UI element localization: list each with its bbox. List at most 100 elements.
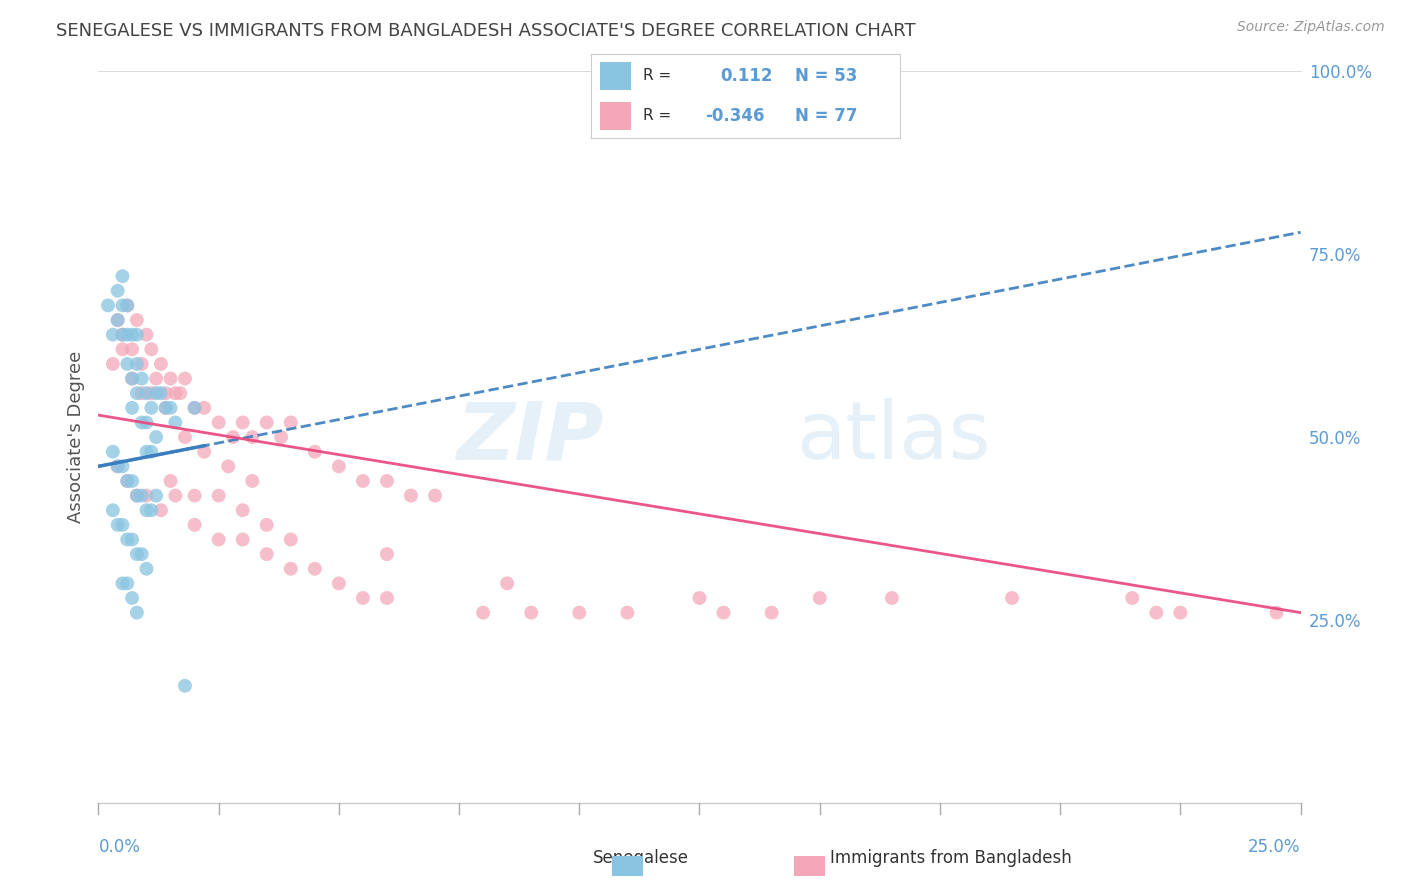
Point [117,298,139,312]
Y-axis label: Associate's Degree: Associate's Degree [66,351,84,524]
Point [107,284,129,298]
Text: R =: R = [643,69,671,84]
Point [240,430,263,444]
Point [352,474,374,488]
Text: -0.346: -0.346 [704,107,765,125]
Point [121,371,143,385]
Point [121,371,143,385]
Point [125,327,148,342]
Point [1265,606,1288,620]
Point [111,269,134,284]
Point [111,576,134,591]
Point [121,474,143,488]
Point [174,679,197,693]
Point [155,401,177,415]
Point [111,459,134,474]
Point [111,327,134,342]
Point [713,606,735,620]
Point [165,386,187,401]
Point [131,547,153,561]
Point [496,576,519,591]
Point [111,298,134,312]
Point [256,517,278,532]
Point [125,489,148,503]
Point [193,401,215,415]
Point [145,386,167,401]
Text: 25.0%: 25.0% [1249,838,1301,855]
Point [111,327,134,342]
Point [761,606,783,620]
Point [280,416,302,430]
Point [423,489,446,503]
Point [131,489,153,503]
Text: ZIP: ZIP [456,398,603,476]
Point [208,489,231,503]
Point [280,533,302,547]
Point [145,430,167,444]
Point [131,386,153,401]
Point [232,533,254,547]
Point [183,401,205,415]
Point [141,343,163,357]
Point [217,459,239,474]
Point [240,474,263,488]
Point [135,503,157,517]
Point [107,459,129,474]
Point [135,489,157,503]
Point [121,591,143,605]
Point [232,503,254,517]
Point [375,474,398,488]
Point [107,313,129,327]
Point [131,357,153,371]
Point [145,371,167,385]
Point [125,386,148,401]
Point [352,591,374,605]
Point [232,416,254,430]
Text: Source: ZipAtlas.com: Source: ZipAtlas.com [1237,20,1385,34]
Point [1170,606,1192,620]
Point [169,386,191,401]
Point [304,444,326,458]
Point [880,591,903,605]
Point [125,489,148,503]
Point [121,343,143,357]
Point [328,459,350,474]
Bar [600,62,631,90]
Point [121,401,143,415]
Point [222,430,245,444]
Point [689,591,711,605]
Point [117,327,139,342]
Point [149,357,172,371]
Point [111,343,134,357]
Point [117,474,139,488]
Point [125,547,148,561]
Text: 0.0%: 0.0% [98,838,141,855]
Text: Senegalese: Senegalese [593,849,689,867]
Point [155,401,177,415]
Point [101,444,124,458]
Point [117,576,139,591]
Point [399,489,422,503]
Point [159,474,181,488]
Point [121,327,143,342]
Point [141,386,163,401]
Point [208,533,231,547]
Point [256,547,278,561]
Point [145,489,167,503]
Point [111,517,134,532]
Point [159,371,181,385]
Point [1121,591,1143,605]
Point [117,474,139,488]
Point [107,459,129,474]
Text: R =: R = [643,108,671,123]
Point [808,591,831,605]
Point [149,386,172,401]
Point [208,416,231,430]
Point [328,576,350,591]
Text: N = 77: N = 77 [794,107,858,125]
Point [280,562,302,576]
Point [270,430,292,444]
Point [193,444,215,458]
Point [117,298,139,312]
Point [141,401,163,415]
